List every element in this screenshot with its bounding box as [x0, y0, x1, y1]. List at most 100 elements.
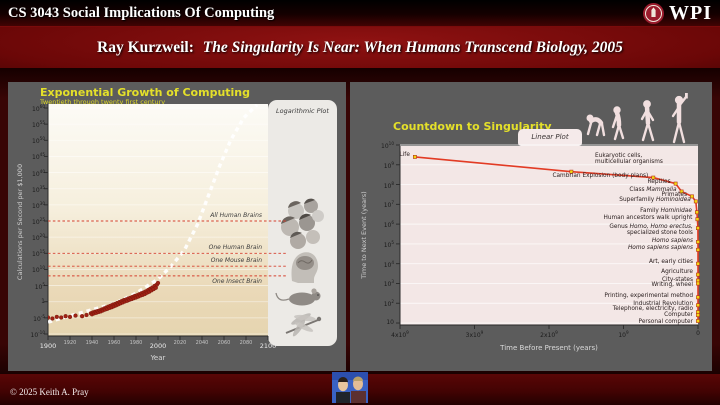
y-tick-label: 105 [34, 281, 45, 291]
x-tick-label: 109 [618, 330, 629, 339]
event-label: Homo sapiens [651, 238, 693, 245]
event-label: Industrial Revolution [633, 300, 693, 307]
threshold-label: One Mouse Brain [210, 257, 262, 265]
y-tick-label: 10 [386, 319, 394, 327]
y-axis-title: Time to Next Event (years) [360, 191, 368, 279]
event-label: Life [399, 152, 410, 159]
mouse-image [275, 288, 321, 306]
threshold-label: One Insect Brain [212, 277, 262, 285]
x-axis-title: Year [150, 354, 166, 362]
event-label: Art, early cities [649, 259, 693, 266]
left-chart-title: Exponential Growth of Computing [40, 86, 251, 99]
brains-images [275, 198, 324, 337]
right-chart-panel: Countdown to Singularity Linear Plot [350, 82, 712, 371]
y-tick-label: 1035 [32, 184, 45, 194]
x-tick-label: 3x109 [465, 330, 484, 339]
event-label: Personal computer [638, 318, 693, 325]
y-tick-label: 1060 [32, 104, 45, 113]
slide-title-band: Ray Kurzweil: The Singularity Is Near: W… [0, 27, 720, 68]
x-axis-title: Time Before Present (years) [500, 344, 598, 352]
linear-plot-badge: Linear Plot [518, 129, 582, 146]
x-tick-label: 1940 [85, 339, 99, 346]
y-axis-title: Calculations per Second per $1,000 [16, 163, 24, 281]
x-tick-label: 0 [696, 330, 700, 337]
y-tick-label: 103 [383, 279, 394, 289]
y-tick-label: 102 [383, 299, 394, 309]
y-tick-label: 1045 [32, 152, 45, 162]
two-people-photo [332, 372, 368, 403]
event-label: Superfamily Hominoidea [619, 196, 691, 203]
left-plot-area [48, 104, 268, 336]
event-label: Class Mammalia [629, 187, 677, 193]
people-photo-thumbnail [332, 372, 368, 403]
event-label: Family Hominidae [640, 207, 692, 214]
x-tick-label: 2080 [239, 339, 253, 346]
x-tick-label: 2x109 [540, 330, 558, 339]
y-tick-label: 1020 [32, 233, 45, 243]
threshold-label: All Human Brains [210, 212, 262, 219]
event-label: Genus Homo, Homo erectus, specialized st… [609, 223, 693, 236]
course-title: CS 3043 Social Implications Of Computing [8, 4, 275, 21]
left-chart-panel: Exponential Growth of Computing Twentiet… [8, 82, 346, 371]
copyright-text: © 2025 Keith A. Pray [10, 387, 89, 397]
event-label: Cambrian Explosion (body plans) [552, 173, 649, 180]
x-tick-label: 2060 [217, 339, 231, 346]
event-label: Agriculture [661, 269, 693, 276]
evolution-silhouettes-icon [586, 93, 688, 144]
event-label: Telephone, electricity, radio [612, 305, 693, 312]
slide-title-prefix: Ray Kurzweil: [97, 39, 194, 56]
event-label: Printing, experimental method [604, 292, 693, 299]
y-tick-label: 107 [383, 200, 394, 210]
wpi-logo: WPI [642, 2, 712, 25]
x-tick-label: 4x109 [391, 330, 409, 339]
x-tick-label: 1980 [129, 339, 143, 346]
y-tick-label: 1055 [32, 120, 45, 130]
x-tick-label: 2000 [149, 342, 167, 350]
y-tick-label: 10-5 [33, 313, 45, 323]
y-tick-label: 108 [383, 180, 394, 190]
event-label: Reptiles [647, 179, 671, 186]
y-tick-label: 1040 [32, 168, 45, 178]
slide-title-book: The Singularity Is Near: When Humans Tra… [202, 39, 623, 56]
human-faces-image [281, 198, 324, 249]
y-tick-label: 1025 [32, 217, 45, 226]
x-tick-label: 2020 [173, 339, 187, 346]
y-tick-label: 1015 [32, 249, 45, 259]
y-tick-label: 1030 [32, 200, 45, 210]
event-label: Human ancestors walk upright [603, 214, 693, 221]
logarithmic-plot-label: Logarithmic Plot [276, 107, 329, 115]
event-label: Computer [664, 311, 693, 318]
top-bar: CS 3043 Social Implications Of Computing… [0, 0, 720, 27]
human-figure-4 [671, 93, 688, 144]
event-label: Writing, wheel [651, 282, 693, 288]
threshold-label: One Human Brain [208, 244, 262, 252]
y-tick-label: 104 [383, 259, 394, 269]
y-tick-label: 1 [41, 297, 45, 305]
wpi-wordmark: WPI [669, 1, 712, 24]
wpi-seal-icon [643, 2, 664, 24]
human-brain-image [291, 252, 318, 283]
x-tick-label: 2100 [259, 342, 277, 350]
y-tick-label: 1010 [32, 265, 45, 275]
event-label: Eukaryotic cells, multicellular organism… [595, 153, 663, 166]
y-tick-label: 1050 [32, 136, 45, 146]
x-tick-label: 1960 [107, 339, 121, 346]
ape-figure-1 [586, 114, 606, 137]
left-chart-subtitle: Twentieth through twenty first century [40, 98, 166, 106]
y-tick-label: 105 [383, 239, 394, 249]
charts-area: Exponential Growth of Computing Twentiet… [0, 68, 720, 374]
dragonfly-image [285, 313, 322, 337]
ape-figure-2 [611, 106, 625, 141]
event-label: Homo sapiens sapiens [627, 245, 693, 252]
x-tick-label: 1900 [39, 342, 57, 350]
right-chart-title: Countdown to Singularity [393, 120, 552, 133]
y-tick-label: 1010 [381, 141, 394, 150]
y-tick-label: 10-10 [30, 330, 45, 339]
event-label: City-states [661, 277, 693, 283]
logarithmic-plot-card: Logarithmic Plot [268, 100, 337, 346]
y-tick-label: 106 [383, 220, 394, 230]
x-tick-label: 2040 [195, 339, 209, 346]
hominid-figure-3 [640, 100, 655, 142]
x-tick-label: 1920 [63, 339, 77, 346]
